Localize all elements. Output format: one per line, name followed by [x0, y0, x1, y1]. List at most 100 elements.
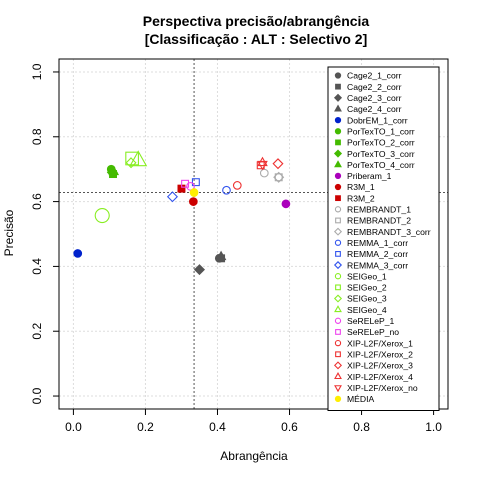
legend-marker	[333, 227, 343, 236]
data-point	[191, 178, 200, 187]
legend-marker	[334, 160, 342, 168]
legend-label: REMMA_2_corr	[347, 249, 408, 259]
legend-marker	[334, 116, 342, 124]
y-tick-label: 1.0	[30, 63, 44, 80]
data-point	[222, 185, 231, 195]
legend-label: XIP-L2F/Xerox_3	[347, 361, 413, 371]
legend-label: REMMA_1_corr	[347, 238, 408, 248]
data-point	[259, 168, 269, 178]
y-tick-label: 0.8	[30, 128, 44, 145]
data-point	[272, 158, 284, 170]
legend-marker	[334, 72, 342, 79]
legend-label: XIP-L2F/Xerox_2	[347, 349, 413, 359]
legend-marker	[333, 93, 343, 102]
data-point	[188, 197, 198, 206]
legend-label: PorTexTO_1_corr	[347, 126, 415, 136]
axes: 0.0 0.2 0.4 0.6 0.8 1.0 0.0 0.2 0.4 0.6 0.8 1.0	[30, 58, 449, 434]
y-axis-label: Precisão	[2, 209, 16, 256]
legend-marker	[334, 273, 342, 280]
legend-label: Cage2_4_corr	[347, 104, 402, 114]
legend-marker	[334, 385, 342, 393]
x-tick-label: 0.0	[65, 420, 82, 434]
x-tick-label: 0.4	[209, 420, 226, 434]
data-points	[73, 150, 291, 276]
data-point	[273, 171, 285, 183]
data-point	[189, 188, 199, 197]
legend-marker	[335, 351, 341, 358]
legend-label: DobrEM_1_corr	[347, 115, 408, 125]
legend-marker	[333, 149, 343, 158]
legend-marker	[335, 195, 341, 202]
y-tick-label: 0.0	[30, 387, 44, 404]
legend-label: R3M_2	[347, 193, 375, 203]
legend-marker	[334, 339, 342, 347]
legend-marker	[335, 83, 341, 90]
legend-label: SEIGeo_3	[347, 294, 387, 304]
data-point	[257, 160, 268, 171]
legend-marker	[334, 239, 342, 246]
legend-marker	[335, 329, 341, 335]
y-tick-label: 0.6	[30, 193, 44, 210]
data-point	[108, 165, 120, 176]
legend-label: SEIGeo_2	[347, 283, 387, 293]
legend-marker	[335, 217, 341, 224]
legend-label: REMMA_3_corr	[347, 260, 408, 270]
data-point	[193, 264, 206, 276]
legend-marker	[333, 294, 343, 303]
legend-label: PorTexTO_4_corr	[347, 160, 415, 170]
legend-label: SeRELeP_no	[347, 327, 399, 337]
legend-marker	[334, 104, 342, 112]
legend-box	[327, 66, 440, 411]
legend-label: PorTexTO_2_corr	[347, 138, 415, 148]
legend-marker	[334, 172, 342, 179]
legend-marker	[334, 317, 342, 324]
x-tick-label: 1.0	[425, 420, 442, 434]
plot-frame	[58, 58, 449, 410]
data-point	[274, 173, 283, 182]
legend-marker	[335, 251, 341, 257]
legend-marker	[333, 261, 343, 270]
legend-label: MÉDIA	[347, 394, 374, 404]
legend-label: XIP-L2F/Xerox_4	[347, 372, 413, 382]
data-point	[129, 150, 148, 167]
x-axis-label: Abrangência	[220, 449, 288, 463]
data-point	[181, 179, 190, 188]
x-tick-label: 0.8	[353, 420, 370, 434]
chart-subtitle: [Classificação : ALT : Selectivo 2]	[145, 31, 368, 47]
legend-label: SEIGeo_1	[347, 271, 387, 281]
legend-marker	[335, 139, 341, 146]
legend-label: XIP-L2F/Xerox_no	[347, 383, 418, 393]
legend-marker	[333, 361, 343, 370]
legend-marker	[334, 372, 342, 380]
legend-label: R3M_1	[347, 182, 375, 192]
legend-label: Priberam_1	[347, 171, 392, 181]
data-point	[215, 250, 227, 261]
legend-label: SEIGeo_4	[347, 305, 387, 315]
chart-title: Perspectiva precisão/abrangência	[143, 13, 370, 29]
data-point	[125, 157, 137, 169]
data-point	[125, 151, 139, 166]
legend-label: PorTexTO_3_corr	[347, 149, 415, 159]
legend: Cage2_1_corrCage2_2_corrCage2_3_corrCage…	[327, 66, 440, 411]
y-tick-label: 0.4	[30, 258, 44, 275]
legend-label: REMBRANDT_3_corr	[347, 227, 431, 237]
legend-marker	[335, 284, 341, 291]
legend-label: XIP-L2F/Xerox_1	[347, 338, 413, 348]
x-tick-label: 0.2	[137, 420, 154, 434]
data-point	[281, 199, 291, 209]
legend-label: REMBRANDT_1	[347, 205, 411, 215]
legend-label: Cage2_3_corr	[347, 93, 402, 103]
legend-marker	[334, 206, 342, 213]
legend-label: Cage2_1_corr	[347, 71, 402, 81]
legend-marker	[334, 395, 342, 402]
data-point	[166, 191, 178, 203]
legend-label: SeRELeP_1	[347, 316, 395, 326]
data-point	[94, 207, 110, 224]
data-point	[232, 181, 242, 190]
legend-marker	[334, 183, 342, 191]
legend-marker	[334, 128, 342, 135]
y-tick-label: 0.2	[30, 323, 44, 340]
x-tick-label: 0.6	[281, 420, 298, 434]
